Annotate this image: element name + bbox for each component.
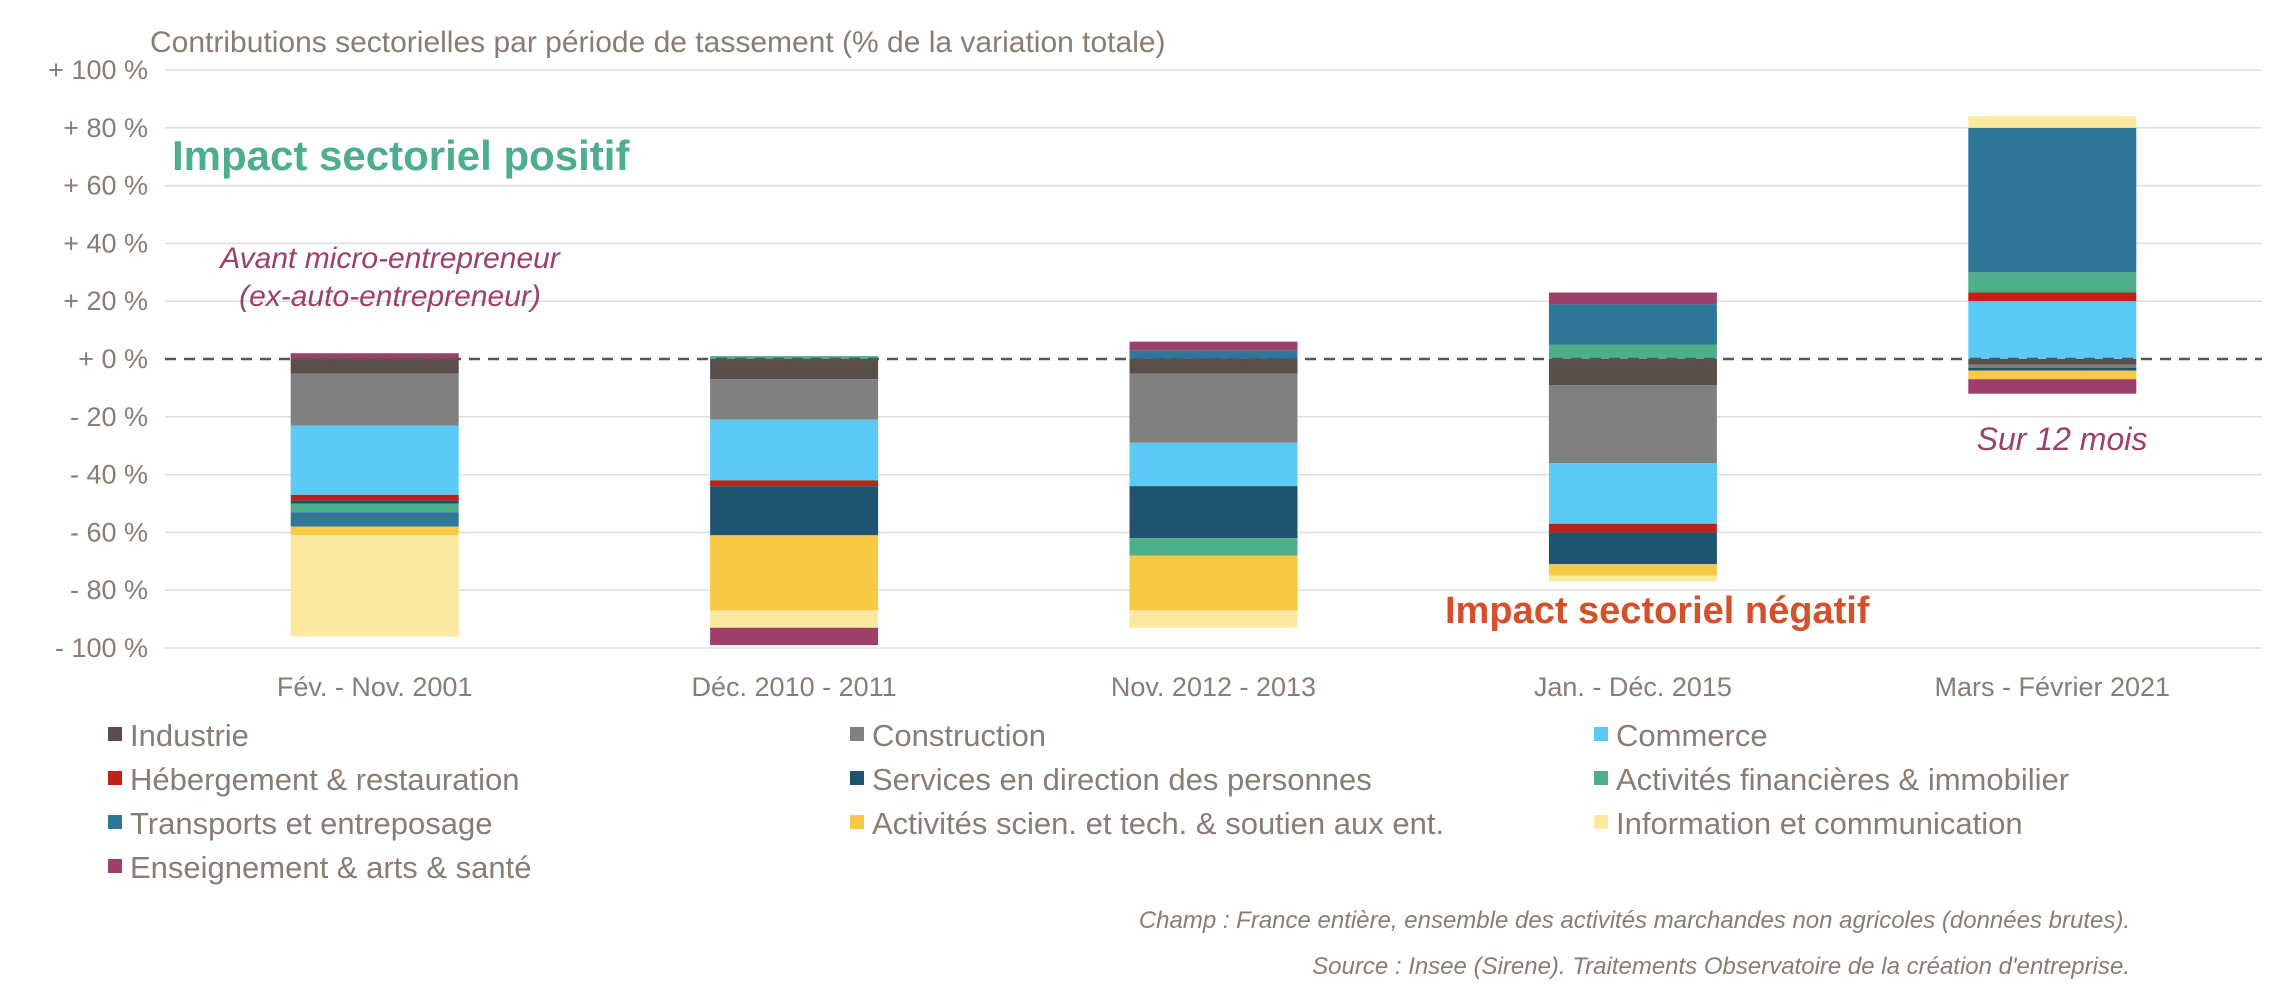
bars (290, 116, 2137, 646)
legend-label: Construction (872, 718, 1046, 753)
bar-segment (290, 526, 459, 536)
y-tick-label: + 80 % (63, 113, 148, 143)
bar-segment (1968, 127, 2137, 273)
legend-label: Activités scien. et tech. & soutien aux … (872, 806, 1444, 841)
bar-segment (1129, 350, 1298, 359)
legend-swatch (1594, 771, 1608, 785)
annotation-positive: Impact sectoriel positif (172, 132, 630, 179)
bar-segment (290, 359, 459, 374)
legend-label: Industrie (130, 718, 249, 753)
bar-segment (290, 535, 459, 637)
legend-swatch (1594, 727, 1608, 741)
legend-swatch (108, 815, 122, 829)
bar-segment (1129, 373, 1298, 443)
x-category-label: Jan. - Déc. 2015 (1534, 672, 1732, 702)
bar-segment (1968, 367, 2137, 371)
bar-segment (1548, 463, 1717, 524)
x-category-label: Déc. 2010 - 2011 (692, 672, 897, 702)
bar-segment (1129, 359, 1298, 374)
bar-segment (1129, 538, 1298, 556)
y-tick-label: - 100 % (55, 633, 148, 663)
x-category-label: Mars - Février 2021 (1935, 672, 2171, 702)
y-tick-label: + 0 % (78, 344, 148, 374)
legend-label: Services en direction des personnes (872, 762, 1372, 797)
legend-label: Enseignement & arts & santé (130, 850, 532, 885)
y-tick-label: + 100 % (48, 55, 148, 85)
bar-segment (710, 610, 879, 628)
legend-label: Transports et entreposage (130, 806, 492, 841)
bar-segment (1968, 370, 2137, 380)
x-axis-categories: Fév. - Nov. 2001 Déc. 2010 - 2011 Nov. 201… (277, 672, 2170, 702)
bar-segment (1968, 379, 2137, 394)
bar-segment (1548, 532, 1717, 565)
bar-segment (1548, 575, 1717, 582)
bar-segment (1548, 304, 1717, 345)
bar-segment (1129, 486, 1298, 539)
y-tick-label: + 20 % (63, 286, 148, 316)
bar-segment (710, 486, 879, 536)
bar-segment (1548, 385, 1717, 464)
bar-segment (710, 627, 879, 646)
bar-segment (290, 425, 459, 495)
bar-segment (1548, 564, 1717, 576)
bar-segment (1129, 555, 1298, 611)
y-tick-label: + 60 % (63, 171, 148, 201)
bar-segment (710, 480, 879, 487)
chart-title: Contributions sectorielles par période d… (150, 26, 1166, 59)
bar-segment (1129, 610, 1298, 628)
bar-segment (710, 379, 879, 420)
bar-segment (1548, 359, 1717, 386)
y-tick-label: + 40 % (63, 228, 148, 258)
annotation-before-line2: (ex-auto-entrepreneur) (239, 280, 541, 313)
bar-segment (1968, 116, 2137, 128)
note-scope: Champ : France entière, ensemble des act… (1139, 907, 2130, 934)
legend-label: Activités financières & immobilier (1616, 762, 2069, 797)
bar-segment (710, 419, 879, 481)
y-tick-label: - 40 % (70, 460, 148, 490)
y-tick-label: - 20 % (70, 402, 148, 432)
bar-segment (710, 535, 879, 611)
legend-swatch (850, 727, 864, 741)
bar-segment (1968, 364, 2137, 368)
legend-swatch (108, 859, 122, 873)
annotation-negative: Impact sectoriel négatif (1445, 590, 1870, 632)
bar-segment (290, 500, 459, 504)
bar-segment (1129, 442, 1298, 487)
legend-swatch (850, 815, 864, 829)
bar-segment (1968, 359, 2137, 365)
bar-segment (290, 503, 459, 513)
legend-swatch (850, 771, 864, 785)
bar-segment (1548, 523, 1717, 533)
legend-swatch (108, 771, 122, 785)
bar-segment (1968, 292, 2137, 302)
bar-segment (1548, 344, 1717, 359)
bar-segment (290, 353, 459, 359)
legend: Industrie Construction Commerce Hébergement… (108, 718, 2069, 885)
annotation-before-line1: Avant micro-entrepreneur (218, 242, 561, 275)
bar-segment (290, 512, 459, 527)
y-axis-ticks: + 100 % + 80 % + 60 % + 40 % + 20 % + 0 % - 20… (48, 55, 148, 663)
bar-segment (710, 356, 879, 359)
bar-segment (1129, 341, 1298, 351)
legend-swatch (108, 727, 122, 741)
legend-label: Commerce (1616, 718, 1768, 753)
bar-segment (290, 373, 459, 426)
bar-segment (290, 494, 459, 501)
legend-label: Hébergement & restauration (130, 762, 519, 797)
bar-segment (1968, 272, 2137, 293)
y-tick-label: - 80 % (70, 575, 148, 605)
legend-label: Information et communication (1616, 806, 2023, 841)
legend-swatch (1594, 815, 1608, 829)
note-source: Source : Insee (Sirene). Traitements Obs… (1312, 953, 2130, 980)
annotation-twelve-months: Sur 12 mois (1977, 421, 2148, 457)
bar-segment (1968, 301, 2137, 359)
bar-segment (1548, 292, 1717, 305)
y-tick-label: - 60 % (70, 517, 148, 547)
x-category-label: Fév. - Nov. 2001 (277, 672, 473, 702)
bar-segment (710, 359, 879, 380)
x-category-label: Nov. 2012 - 2013 (1111, 672, 1316, 702)
